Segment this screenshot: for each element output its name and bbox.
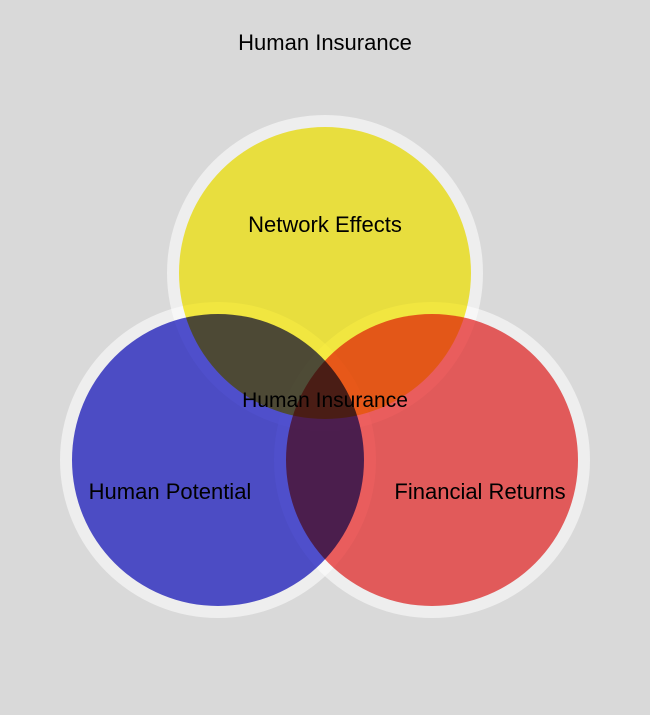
label-center: Human Insurance <box>242 389 408 413</box>
circle-right <box>286 314 578 606</box>
label-right: Financial Returns <box>394 479 565 505</box>
diagram-title: Human Insurance <box>0 30 650 56</box>
label-top: Network Effects <box>248 212 402 238</box>
label-left: Human Potential <box>89 479 252 505</box>
